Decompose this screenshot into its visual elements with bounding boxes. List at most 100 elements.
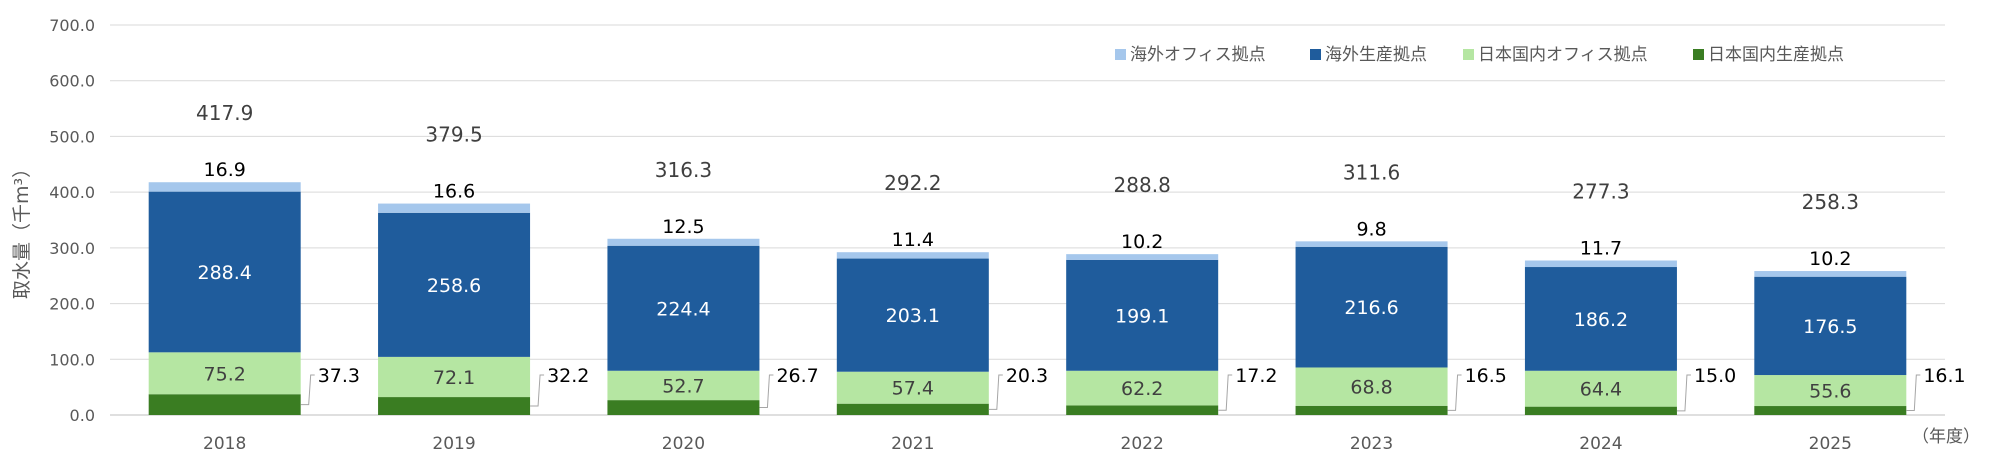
bar-segment <box>1295 405 1448 415</box>
x-axis-ticks: 2018 2019 2020 2021 2022 2023 2024 2025 <box>203 434 1852 454</box>
legend-label: 日本国内生産拠点 <box>1708 45 1844 65</box>
data-label: 52.7 <box>662 375 704 397</box>
total-label: 379.5 <box>425 123 482 147</box>
bar-segment <box>1754 375 1907 407</box>
legend-swatch <box>1310 49 1321 60</box>
bar-segment <box>148 352 301 395</box>
data-label: 62.2 <box>1121 378 1163 400</box>
bar-segment <box>1295 246 1448 368</box>
data-label: 199.1 <box>1115 305 1169 327</box>
data-label: 68.8 <box>1350 377 1392 399</box>
data-label: 57.4 <box>892 378 934 400</box>
data-label: 11.7 <box>1580 238 1622 260</box>
data-label: 15.0 <box>1694 365 1736 387</box>
bar-segment <box>148 182 301 192</box>
leader-line <box>759 374 774 409</box>
data-label: 288.4 <box>197 262 251 284</box>
total-label: 311.6 <box>1343 160 1400 184</box>
x-tick-label: 2018 <box>203 434 246 454</box>
data-label: 203.1 <box>886 305 940 327</box>
data-label: 75.2 <box>204 363 246 385</box>
legend-item: 日本国内オフィス拠点 <box>1463 45 1648 65</box>
y-tick-label: 400.0 <box>49 183 95 202</box>
bar-segment <box>1066 254 1219 260</box>
legend-item: 日本国内生産拠点 <box>1693 45 1844 65</box>
total-label: 292.2 <box>884 171 941 195</box>
y-tick-label: 500.0 <box>49 127 95 146</box>
y-tick-label: 0.0 <box>70 406 95 425</box>
leader-line <box>1906 374 1921 412</box>
legend-item: 海外生産拠点 <box>1310 45 1427 65</box>
bar-segment <box>1524 267 1677 371</box>
bar-segment <box>148 191 301 353</box>
legend-swatch <box>1115 49 1126 60</box>
bar-segment <box>1295 367 1448 406</box>
total-label: 288.8 <box>1114 173 1171 197</box>
bar-segment <box>607 245 760 371</box>
data-label: 37.3 <box>318 365 360 387</box>
legend-swatch <box>1463 49 1474 60</box>
y-axis-ticks: 0.0 100.0 200.0 300.0 400.0 500.0 600.0 700.0 <box>49 16 95 425</box>
data-label: 10.2 <box>1121 231 1163 253</box>
bar-segment <box>378 203 531 213</box>
data-label: 176.5 <box>1803 316 1857 338</box>
bar-segment <box>1754 276 1907 376</box>
total-label: 258.3 <box>1802 190 1859 214</box>
data-label: 216.6 <box>1344 297 1398 319</box>
data-label: 32.2 <box>547 365 589 387</box>
data-label: 224.4 <box>656 298 710 320</box>
leader-line <box>1676 374 1691 412</box>
bar-segment <box>1754 271 1907 277</box>
bar-segment <box>836 403 989 415</box>
data-label: 186.2 <box>1574 309 1628 331</box>
bar-segment <box>1524 370 1677 407</box>
bar-segment <box>607 400 760 415</box>
bar-segment <box>1754 406 1907 415</box>
total-label: 316.3 <box>655 158 712 182</box>
leader-line <box>1218 374 1233 411</box>
leader-line <box>530 374 545 407</box>
data-label: 16.6 <box>433 181 475 203</box>
total-label: 277.3 <box>1572 180 1629 204</box>
x-tick-label: 2024 <box>1579 434 1622 454</box>
bars <box>148 182 1907 415</box>
y-tick-label: 600.0 <box>49 72 95 91</box>
legend: 海外オフィス拠点 海外生産拠点 日本国内オフィス拠点 日本国内生産拠点 <box>1115 45 1844 65</box>
legend-label: 日本国内オフィス拠点 <box>1478 45 1648 65</box>
x-tick-label: 2025 <box>1809 434 1852 454</box>
total-label: 417.9 <box>196 101 253 125</box>
legend-label: 海外生産拠点 <box>1325 45 1427 65</box>
data-label: 64.4 <box>1580 379 1622 401</box>
bar-segment <box>836 252 989 259</box>
bar-segment <box>607 370 760 401</box>
bar-segment <box>1066 259 1219 371</box>
bar-segment <box>1524 260 1677 268</box>
y-tick-label: 200.0 <box>49 295 95 314</box>
data-label: 16.1 <box>1923 365 1965 387</box>
bar-segment <box>607 238 760 246</box>
bar-segment <box>378 397 531 415</box>
data-label: 16.9 <box>204 159 246 181</box>
bar-segment <box>148 394 301 415</box>
leader-line <box>300 374 315 406</box>
bar-segment <box>836 371 989 404</box>
x-axis-unit: （年度） <box>1912 427 1980 447</box>
x-tick-label: 2019 <box>432 434 475 454</box>
data-label: 11.4 <box>892 229 934 251</box>
data-label: 9.8 <box>1356 218 1386 240</box>
x-tick-label: 2022 <box>1121 434 1164 454</box>
data-label: 55.6 <box>1809 381 1851 403</box>
y-tick-label: 100.0 <box>49 350 95 369</box>
bar-segment <box>378 356 531 398</box>
data-labels: 37.3 75.2 288.4 16.9 417.9 32.2 72.1 258.6 16.6 3… <box>196 101 1966 412</box>
data-label: 20.3 <box>1006 365 1048 387</box>
bar-segment <box>378 212 531 357</box>
leader-line <box>988 374 1003 410</box>
bar-segment <box>1066 405 1219 415</box>
data-label: 72.1 <box>433 367 475 389</box>
x-tick-label: 2020 <box>662 434 705 454</box>
data-label: 17.2 <box>1235 365 1277 387</box>
legend-label: 海外オフィス拠点 <box>1130 45 1266 65</box>
